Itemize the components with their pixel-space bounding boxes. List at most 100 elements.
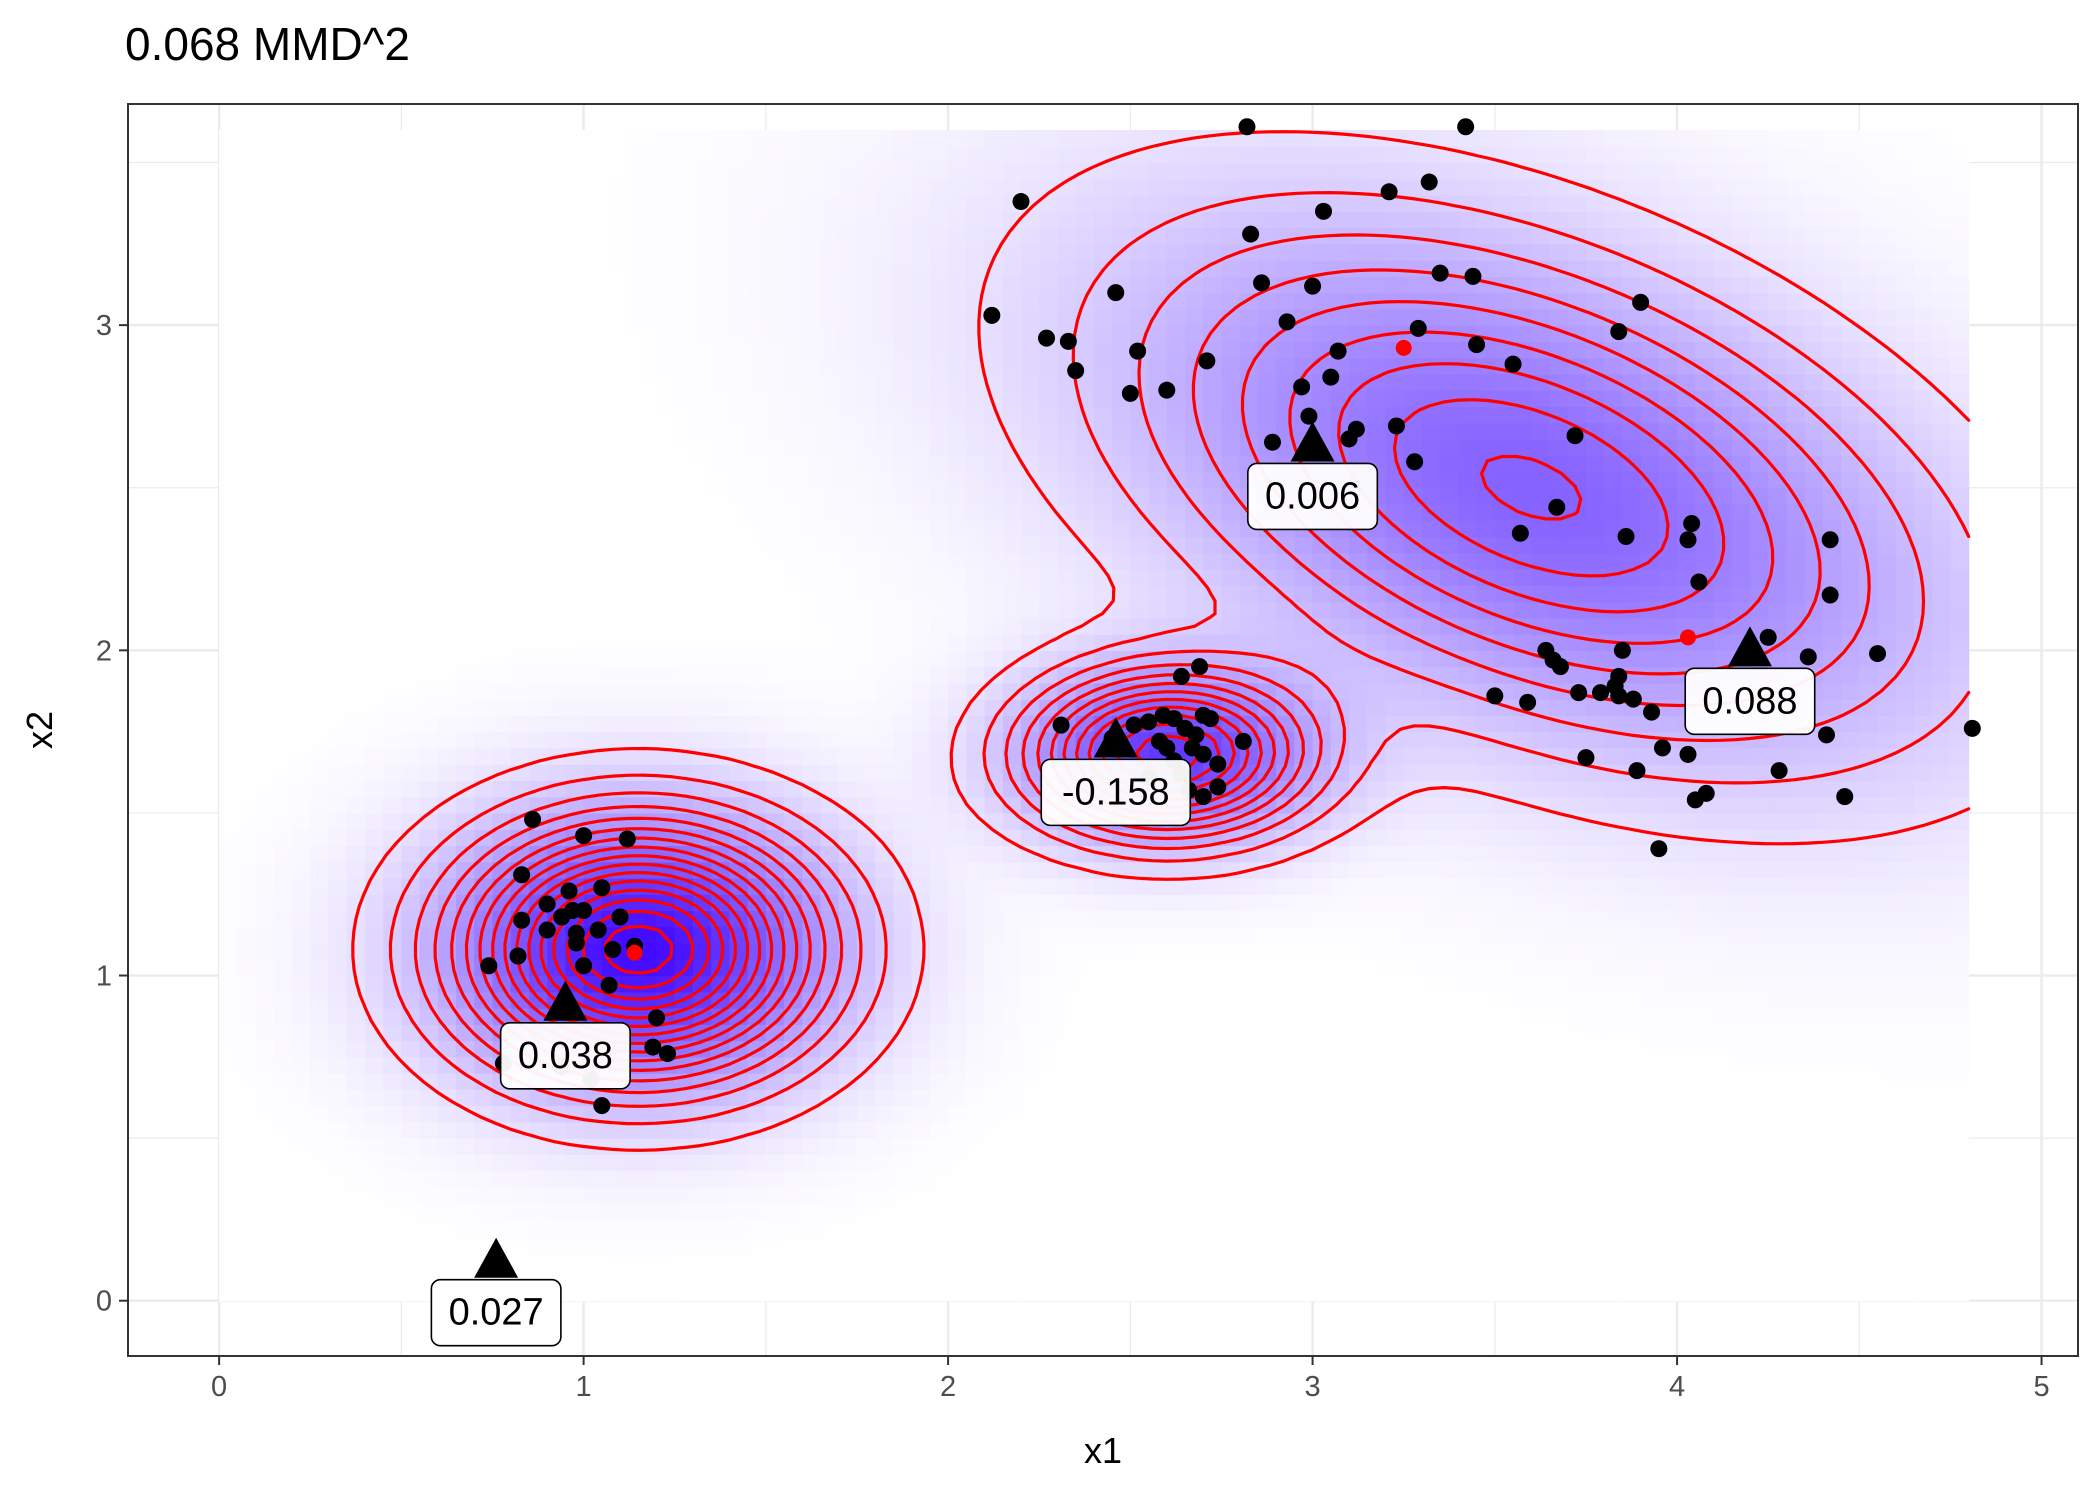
heat-cell <box>1039 602 1058 619</box>
heat-cell <box>1404 244 1423 261</box>
heat-cell <box>966 228 985 245</box>
heat-cell <box>1167 423 1186 440</box>
heat-cell <box>1167 862 1186 879</box>
heat-cell <box>821 309 840 326</box>
heat-cell <box>1149 1236 1168 1253</box>
heat-cell <box>547 293 566 310</box>
heat-cell <box>1076 471 1095 488</box>
heat-cell <box>1057 423 1076 440</box>
heat-cell <box>1404 797 1423 814</box>
heat-cell <box>1112 358 1131 375</box>
heat-cell <box>1221 504 1240 521</box>
heat-cell <box>1185 1089 1204 1106</box>
heat-cell <box>237 1008 256 1025</box>
heat-cell <box>638 634 657 651</box>
heat-cell <box>1149 585 1168 602</box>
heat-cell <box>602 1187 621 1204</box>
heat-cell <box>347 325 366 342</box>
heat-cell <box>711 309 730 326</box>
heat-cell <box>383 650 402 667</box>
heat-cell <box>802 764 821 781</box>
heat-cell <box>821 699 840 716</box>
heat-cell <box>1422 992 1441 1009</box>
heat-cell <box>1331 894 1350 911</box>
heat-cell <box>1294 976 1313 993</box>
heat-cell <box>966 179 985 196</box>
heat-cell <box>328 309 347 326</box>
heat-cell <box>492 293 511 310</box>
heat-cell <box>1167 504 1186 521</box>
heat-cell <box>1367 211 1386 228</box>
heat-cell <box>1203 163 1222 180</box>
heat-cell <box>1021 943 1040 960</box>
heat-cell <box>1076 1203 1095 1220</box>
heat-cell <box>456 618 475 635</box>
heat-cell <box>693 569 712 586</box>
heat-cell <box>729 667 748 684</box>
heat-cell <box>1422 618 1441 635</box>
heat-cell <box>274 163 293 180</box>
heat-cell <box>529 260 548 277</box>
heat-cell <box>638 553 657 570</box>
heat-cell <box>802 732 821 749</box>
heat-cell <box>1240 309 1259 326</box>
heat-cell <box>875 732 894 749</box>
heat-cell <box>1021 927 1040 944</box>
heat-cell <box>602 602 621 619</box>
heat-cell <box>1331 910 1350 927</box>
heat-cell <box>1221 1008 1240 1025</box>
heat-cell <box>802 553 821 570</box>
heat-cell <box>274 130 293 147</box>
heat-cell <box>1294 195 1313 212</box>
heat-cell <box>1112 520 1131 537</box>
heat-cell <box>857 309 876 326</box>
heat-cell <box>492 211 511 228</box>
heat-cell <box>1057 195 1076 212</box>
heat-cell <box>1404 1057 1423 1074</box>
heat-cell <box>1331 1252 1350 1269</box>
heat-cell <box>1294 602 1313 619</box>
heat-cell <box>547 1187 566 1204</box>
heat-cell <box>456 845 475 862</box>
heat-cell <box>875 488 894 505</box>
heat-cell <box>1458 228 1477 245</box>
heat-cell <box>383 764 402 781</box>
heat-cell <box>256 130 275 147</box>
heat-cell <box>912 602 931 619</box>
heat-cell <box>1076 179 1095 196</box>
heat-cell <box>948 1284 967 1301</box>
heat-cell <box>620 179 639 196</box>
heat-cell <box>1057 228 1076 245</box>
heat-cell <box>347 1284 366 1301</box>
heat-cell <box>930 309 949 326</box>
heat-cell <box>1276 1252 1295 1269</box>
heat-cell <box>256 1106 275 1123</box>
heat-cell <box>292 1089 311 1106</box>
heat-cell <box>365 699 384 716</box>
heat-cell <box>274 358 293 375</box>
heat-cell <box>839 1171 858 1188</box>
heat-cell <box>1021 1187 1040 1204</box>
heat-cell <box>948 276 967 293</box>
heat-cell <box>1149 1024 1168 1041</box>
heat-cell <box>675 374 694 391</box>
heat-cell <box>219 585 238 602</box>
heat-cell <box>1057 1252 1076 1269</box>
heat-cell <box>420 195 439 212</box>
heat-cell <box>1294 211 1313 228</box>
heat-cell <box>511 537 530 554</box>
heat-cell <box>620 1138 639 1155</box>
heat-cell <box>1331 276 1350 293</box>
heat-cell <box>802 667 821 684</box>
heat-cell <box>219 699 238 716</box>
heat-cell <box>1440 406 1459 423</box>
heat-cell <box>729 293 748 310</box>
heat-cell <box>1149 146 1168 163</box>
heat-cell <box>547 943 566 960</box>
heat-cell <box>930 244 949 261</box>
heat-cell <box>565 195 584 212</box>
heat-cell <box>256 211 275 228</box>
heat-cell <box>766 163 785 180</box>
heat-cell <box>1422 764 1441 781</box>
heat-cell <box>1331 732 1350 749</box>
